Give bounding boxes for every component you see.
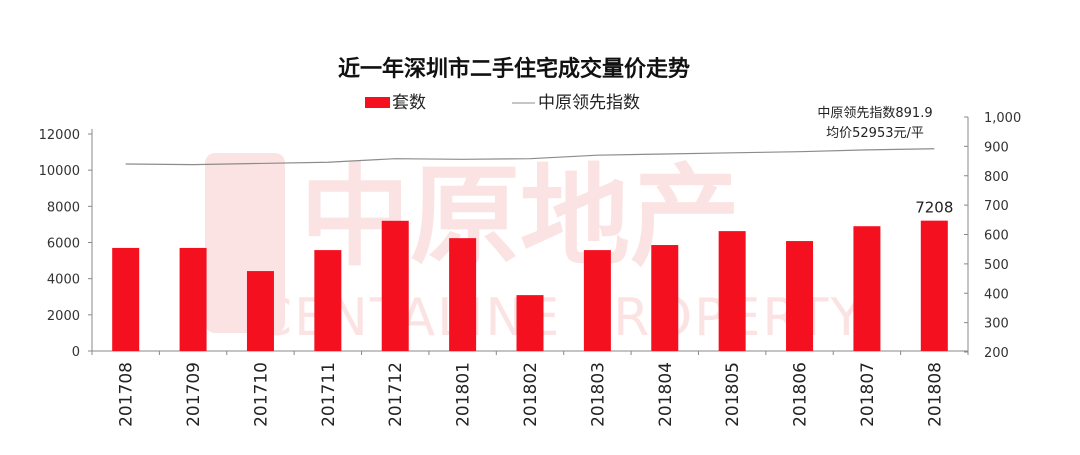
- x-tick-label: 201807: [858, 362, 878, 427]
- right-tick-label: 500: [984, 258, 1009, 273]
- legend-bar-swatch: [365, 97, 390, 108]
- bar-201712: [381, 220, 409, 351]
- left-tick-label: 8000: [47, 200, 80, 215]
- bar-201808: [920, 220, 948, 351]
- legend-label-line: 中原领先指数: [538, 93, 640, 113]
- x-tick-label: 201803: [588, 362, 608, 427]
- bar-201802: [516, 295, 544, 351]
- bar-201709: [179, 247, 207, 351]
- bar-201710: [246, 271, 274, 351]
- right-tick-label: 900: [984, 140, 1009, 155]
- bar-201803: [583, 250, 611, 351]
- annotation-price: 均价52953元/平: [826, 126, 924, 141]
- x-tick-label: 201708: [117, 362, 137, 427]
- left-tick-label: 4000: [47, 273, 80, 288]
- left-tick-label: 2000: [47, 309, 80, 324]
- legend-label-bar: 套数: [392, 93, 426, 113]
- bar-201801: [449, 238, 477, 351]
- right-tick-label: 1,000: [984, 111, 1021, 126]
- annotation-index: 中原领先指数891.9: [817, 106, 932, 121]
- left-tick-label: 0: [72, 345, 80, 360]
- x-tick-label: 201808: [925, 362, 945, 427]
- right-tick-label: 600: [984, 229, 1009, 244]
- right-tick-label: 800: [984, 170, 1009, 185]
- watermark-subtext: CENTALINE PROPERTY: [256, 288, 864, 348]
- x-tick-label: 201710: [251, 362, 271, 427]
- bar-201806: [786, 241, 814, 351]
- right-tick-label: 700: [984, 199, 1009, 214]
- bar-201807: [853, 226, 881, 351]
- bar-201711: [314, 250, 342, 351]
- x-tick-label: 201806: [791, 362, 811, 427]
- x-tick-label: 201805: [723, 362, 743, 427]
- bar-201804: [651, 245, 679, 351]
- right-tick-label: 300: [984, 317, 1009, 332]
- right-tick-label: 200: [984, 346, 1009, 361]
- x-tick-label: 201804: [656, 362, 676, 427]
- chart-title: 近一年深圳市二手住宅成交量价走势: [338, 56, 690, 82]
- x-tick-label: 201712: [386, 362, 406, 427]
- left-tick-label: 6000: [47, 237, 80, 252]
- left-tick-label: 10000: [39, 164, 80, 179]
- bar-201805: [718, 231, 746, 351]
- x-tick-label: 201709: [184, 362, 204, 427]
- index-line: [125, 148, 935, 166]
- bar-data-label: 7208: [915, 199, 953, 217]
- x-tick-label: 201801: [454, 362, 474, 427]
- x-tick-label: 201711: [319, 362, 339, 427]
- x-tick-label: 201802: [521, 362, 541, 427]
- right-tick-label: 400: [984, 287, 1009, 302]
- left-tick-label: 12000: [39, 128, 80, 143]
- bar-201708: [112, 247, 140, 351]
